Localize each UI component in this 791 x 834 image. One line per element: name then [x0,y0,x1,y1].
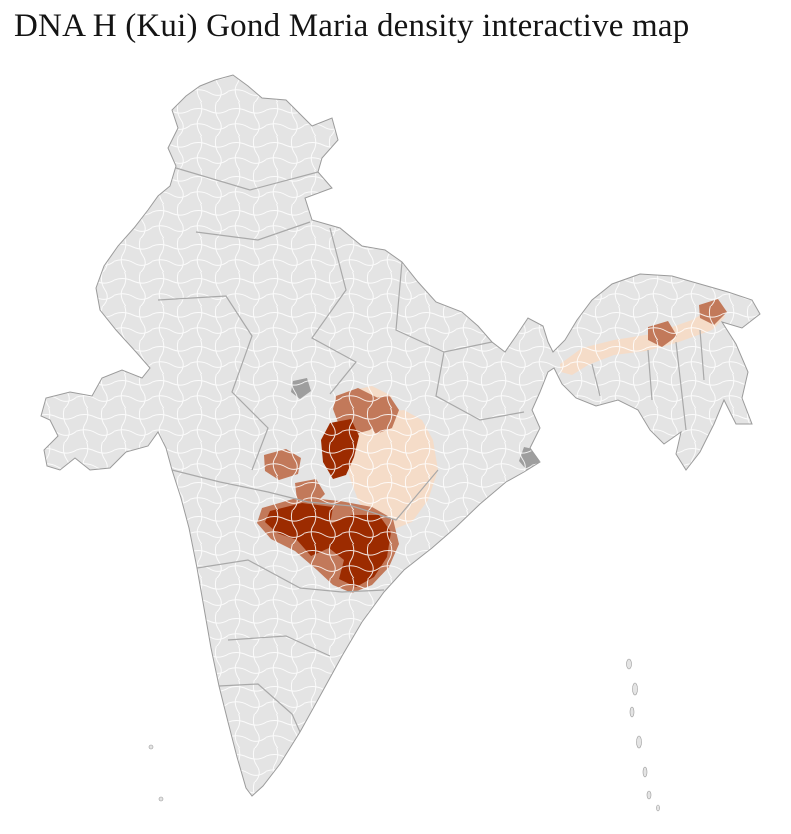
page-title: DNA H (Kui) Gond Maria density interacti… [14,8,690,44]
lakshadweep-islands[interactable] [148,744,164,802]
andaman-nicobar-islands[interactable] [626,658,660,812]
